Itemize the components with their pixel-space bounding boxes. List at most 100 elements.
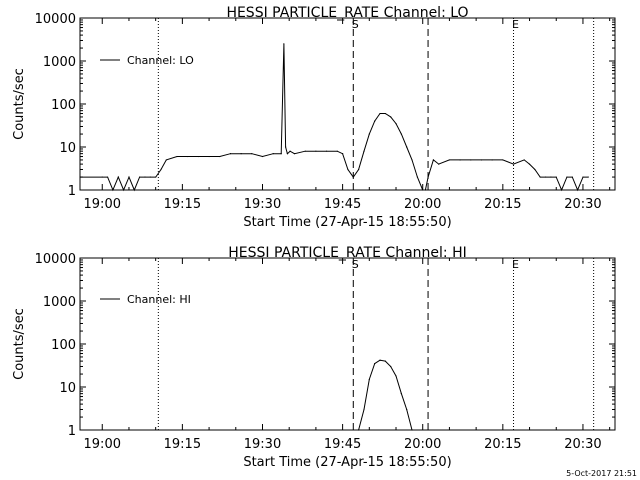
data-point [539,176,541,178]
x-tick-label: 20:30 [564,197,601,212]
data-point [325,150,328,152]
y-tick-label: 100 [51,98,76,113]
x-axis-label: Start Time (27-Apr-15 18:55:50) [243,215,451,230]
y-tick-label: 1 [68,184,76,199]
data-point [491,159,493,161]
data-point [123,189,125,191]
data-point [187,155,189,158]
x-tick-label: 20:15 [484,437,521,452]
data-point [390,116,392,118]
panel-channel-lo: HESSI PARTICLE_RATE Channel: LO Counts/se… [12,5,616,230]
marker-label: E [512,18,519,31]
data-point [560,189,563,191]
data-point [368,133,370,135]
marker-label: S [352,18,359,31]
data-point [416,176,418,178]
data-point [219,155,221,158]
footer-date: 5-Oct-2017 21:51 [566,469,637,478]
data-point [582,176,584,178]
x-tick-label: 19:15 [164,197,201,212]
data-point [289,150,291,152]
data-point [139,176,141,178]
data-point [315,150,317,152]
chart-title: HESSI PARTICLE_RATE Channel: LO [226,5,468,21]
x-tick-label: 20:00 [404,437,441,452]
data-point [165,159,167,161]
y-tick-label: 10 [59,381,76,396]
data-point [336,150,338,152]
data-point [229,153,232,155]
data-point [379,359,381,361]
data-point [384,360,386,362]
data-point [390,365,392,368]
data-point [411,159,413,161]
data-point [197,155,199,158]
data-point [342,153,344,155]
data-point [280,153,282,155]
series-line [358,359,413,431]
data-point [363,408,365,411]
data-point [528,163,531,165]
data-point [352,176,354,178]
y-axis-label: Counts/sec [12,68,27,140]
data-point [544,176,547,178]
data-point [424,189,426,191]
plot-frame [79,257,616,431]
data-point [106,176,109,178]
data-point [155,176,157,178]
data-point [432,159,435,161]
data-point [502,159,504,161]
y-tick-label: 1 [68,424,76,439]
data-point [448,159,451,161]
data-point [128,176,130,178]
x-tick-label: 20:15 [484,197,521,212]
data-point [117,176,119,178]
data-point [358,429,360,431]
data-point [577,189,579,191]
data-point [251,153,253,155]
data-point [374,120,376,122]
x-tick-label: 19:30 [244,197,281,212]
data-point [411,429,413,431]
x-tick-label: 20:00 [404,197,441,212]
x-tick-label: 19:45 [324,197,361,212]
data-point [133,189,135,191]
data-point [512,163,515,165]
chart-title: HESSI PARTICLE_RATE Channel: HI [228,245,466,261]
data-point [422,189,424,191]
data-point [555,176,557,178]
data-point [272,153,274,155]
marker-label: S [352,258,359,271]
data-point [406,146,408,148]
marker-label: E [512,258,519,271]
data-point [347,168,349,171]
data-point [534,168,536,171]
data-point [587,176,589,178]
data-point [286,153,289,155]
data-point [144,176,146,178]
data-point [427,176,429,178]
x-tick-label: 19:00 [84,197,121,212]
x-tick-label: 19:30 [244,437,281,452]
data-point [208,155,210,158]
data-point [523,159,525,161]
data-point [304,150,306,152]
data-point [395,123,397,125]
data-point [400,393,402,395]
y-tick-label: 10000 [35,12,76,27]
data-point [285,146,287,148]
data-point [101,176,103,178]
data-point [406,408,408,411]
data-point [438,163,440,165]
data-point [160,168,162,171]
data-point [240,153,242,155]
panel-channel-hi: HESSI PARTICLE_RATE Channel: HI Counts/se… [12,245,616,470]
x-tick-label: 19:00 [84,437,121,452]
legend-label: Channel: LO [127,54,194,67]
data-point [550,176,552,178]
data-point [395,375,397,377]
data-point [368,378,370,381]
data-point [176,155,178,158]
data-point [149,176,151,178]
